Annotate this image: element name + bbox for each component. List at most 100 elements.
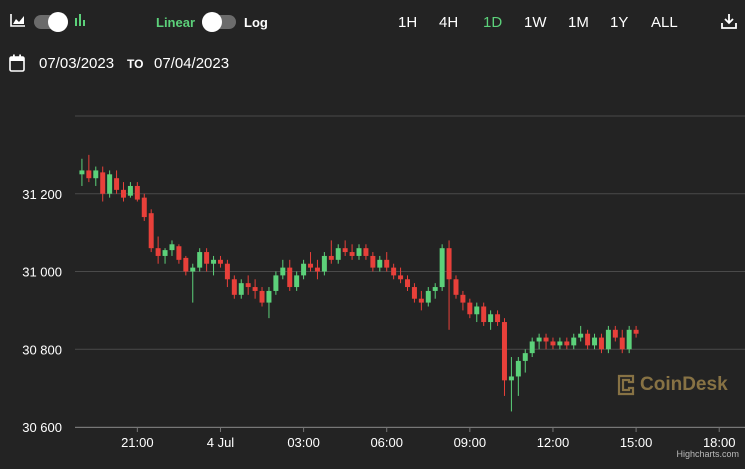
candle-up [266,290,272,303]
candlestick-chart[interactable]: 30 600 30 800 31 000 31 200 21:00 4 Jul 03:00 0… [0,100,745,464]
range-button-all[interactable]: ALL [651,14,678,31]
calendar-icon[interactable] [9,54,25,72]
x-tick-label: 15:00 [620,435,653,450]
candle-down [481,306,487,323]
candle-up [294,275,300,288]
candle-down [259,290,265,303]
chart-type-toggle-knob [48,12,68,32]
candle-down [411,287,417,299]
candle-up [474,306,480,315]
candle-up [197,252,203,268]
candle-up [162,250,168,256]
download-icon[interactable] [721,13,737,29]
candle-down [363,248,369,256]
linear-scale-label[interactable]: Linear [156,15,196,30]
date-from-field[interactable]: 07/03/2023 [39,55,115,72]
candle-down [86,170,92,179]
date-to-label: TO [127,57,144,71]
candle-down [467,302,473,315]
range-button-4h[interactable]: 4H [439,14,459,31]
candle-up [425,290,431,303]
candle-down [308,263,314,268]
candle-down [328,255,334,260]
candle-down [585,333,591,346]
scale-toggle[interactable] [202,12,236,32]
candle-down [141,197,147,218]
y-tick-label: 31 200 [22,187,62,202]
candle-up [432,287,438,291]
candle-down [314,267,320,272]
candle-down [495,314,501,323]
candle-up [571,337,577,346]
candle-down [370,255,376,268]
candle-up [536,337,542,342]
chart-type-toggle[interactable] [34,12,68,32]
watermark-text: CoinDesk [640,374,728,395]
candle-up [301,263,307,276]
area-chart-icon[interactable] [10,13,26,27]
candle-up [273,275,279,291]
candle-up [626,329,632,350]
candle-up [356,248,362,256]
candle-up [238,283,244,295]
candle-down [231,279,237,295]
candle-down [287,267,293,288]
candle-up [280,267,286,276]
candle-down [224,263,230,280]
log-scale-label[interactable]: Log [244,15,268,30]
candle-down [349,252,355,256]
candle-up [529,341,535,354]
candle-down [619,337,625,350]
x-tick-label: 21:00 [121,435,154,450]
candle-down [633,329,639,334]
candle-down [405,279,410,288]
range-button-1h[interactable]: 1H [398,14,418,31]
candle-down [342,248,348,253]
range-button-1y[interactable]: 1Y [610,14,629,31]
x-tick-label: 4 Jul [207,435,235,450]
scale-toggle-knob [202,12,222,32]
candle-down [204,252,210,264]
coindesk-watermark: CoinDesk [616,373,728,397]
y-tick-label: 30 600 [22,420,62,435]
candle-down [453,279,459,295]
candle-down [501,322,507,381]
candle-down [176,246,182,260]
candle-down [391,267,397,276]
candle-down [446,248,452,280]
price-chart[interactable]: 30 600 30 800 31 000 31 200 21:00 4 Jul 03:00 0… [0,100,745,464]
candle-down [543,337,549,342]
candle-down [183,257,189,272]
x-tick-label: 03:00 [287,435,320,450]
candle-up [169,244,175,251]
x-tick-label: 06:00 [370,435,403,450]
chart-toolbar: Linear Log 1H 4H 1D 1W 1M 1Y ALL [0,0,745,44]
candle-down [120,189,126,198]
candle-down [100,172,106,194]
candle-up [508,376,514,381]
candle-down [148,213,154,249]
candle-up [335,248,341,260]
date-to-field[interactable]: 07/04/2023 [154,55,230,72]
candle-down [245,283,251,288]
candle-up [592,337,598,346]
candle-down [384,259,390,268]
candle-up [190,267,196,272]
candle-down [134,185,140,200]
x-tick-label: 12:00 [537,435,570,450]
candle-down [252,287,258,291]
candle-down [418,298,424,303]
x-tick-label: 18:00 [703,435,736,450]
candle-down [217,259,223,264]
candle-up [605,329,611,350]
candlestick-chart-icon[interactable] [74,13,86,27]
candle-up [321,255,327,272]
candle-up [488,314,494,323]
candle-down [155,248,161,256]
highcharts-credits[interactable]: Highcharts.com [676,449,739,459]
candle-down [460,294,466,303]
candle-up [557,341,563,346]
range-button-1d[interactable]: 1D [483,14,503,31]
range-button-1w[interactable]: 1W [524,14,547,31]
range-button-1m[interactable]: 1M [568,14,589,31]
